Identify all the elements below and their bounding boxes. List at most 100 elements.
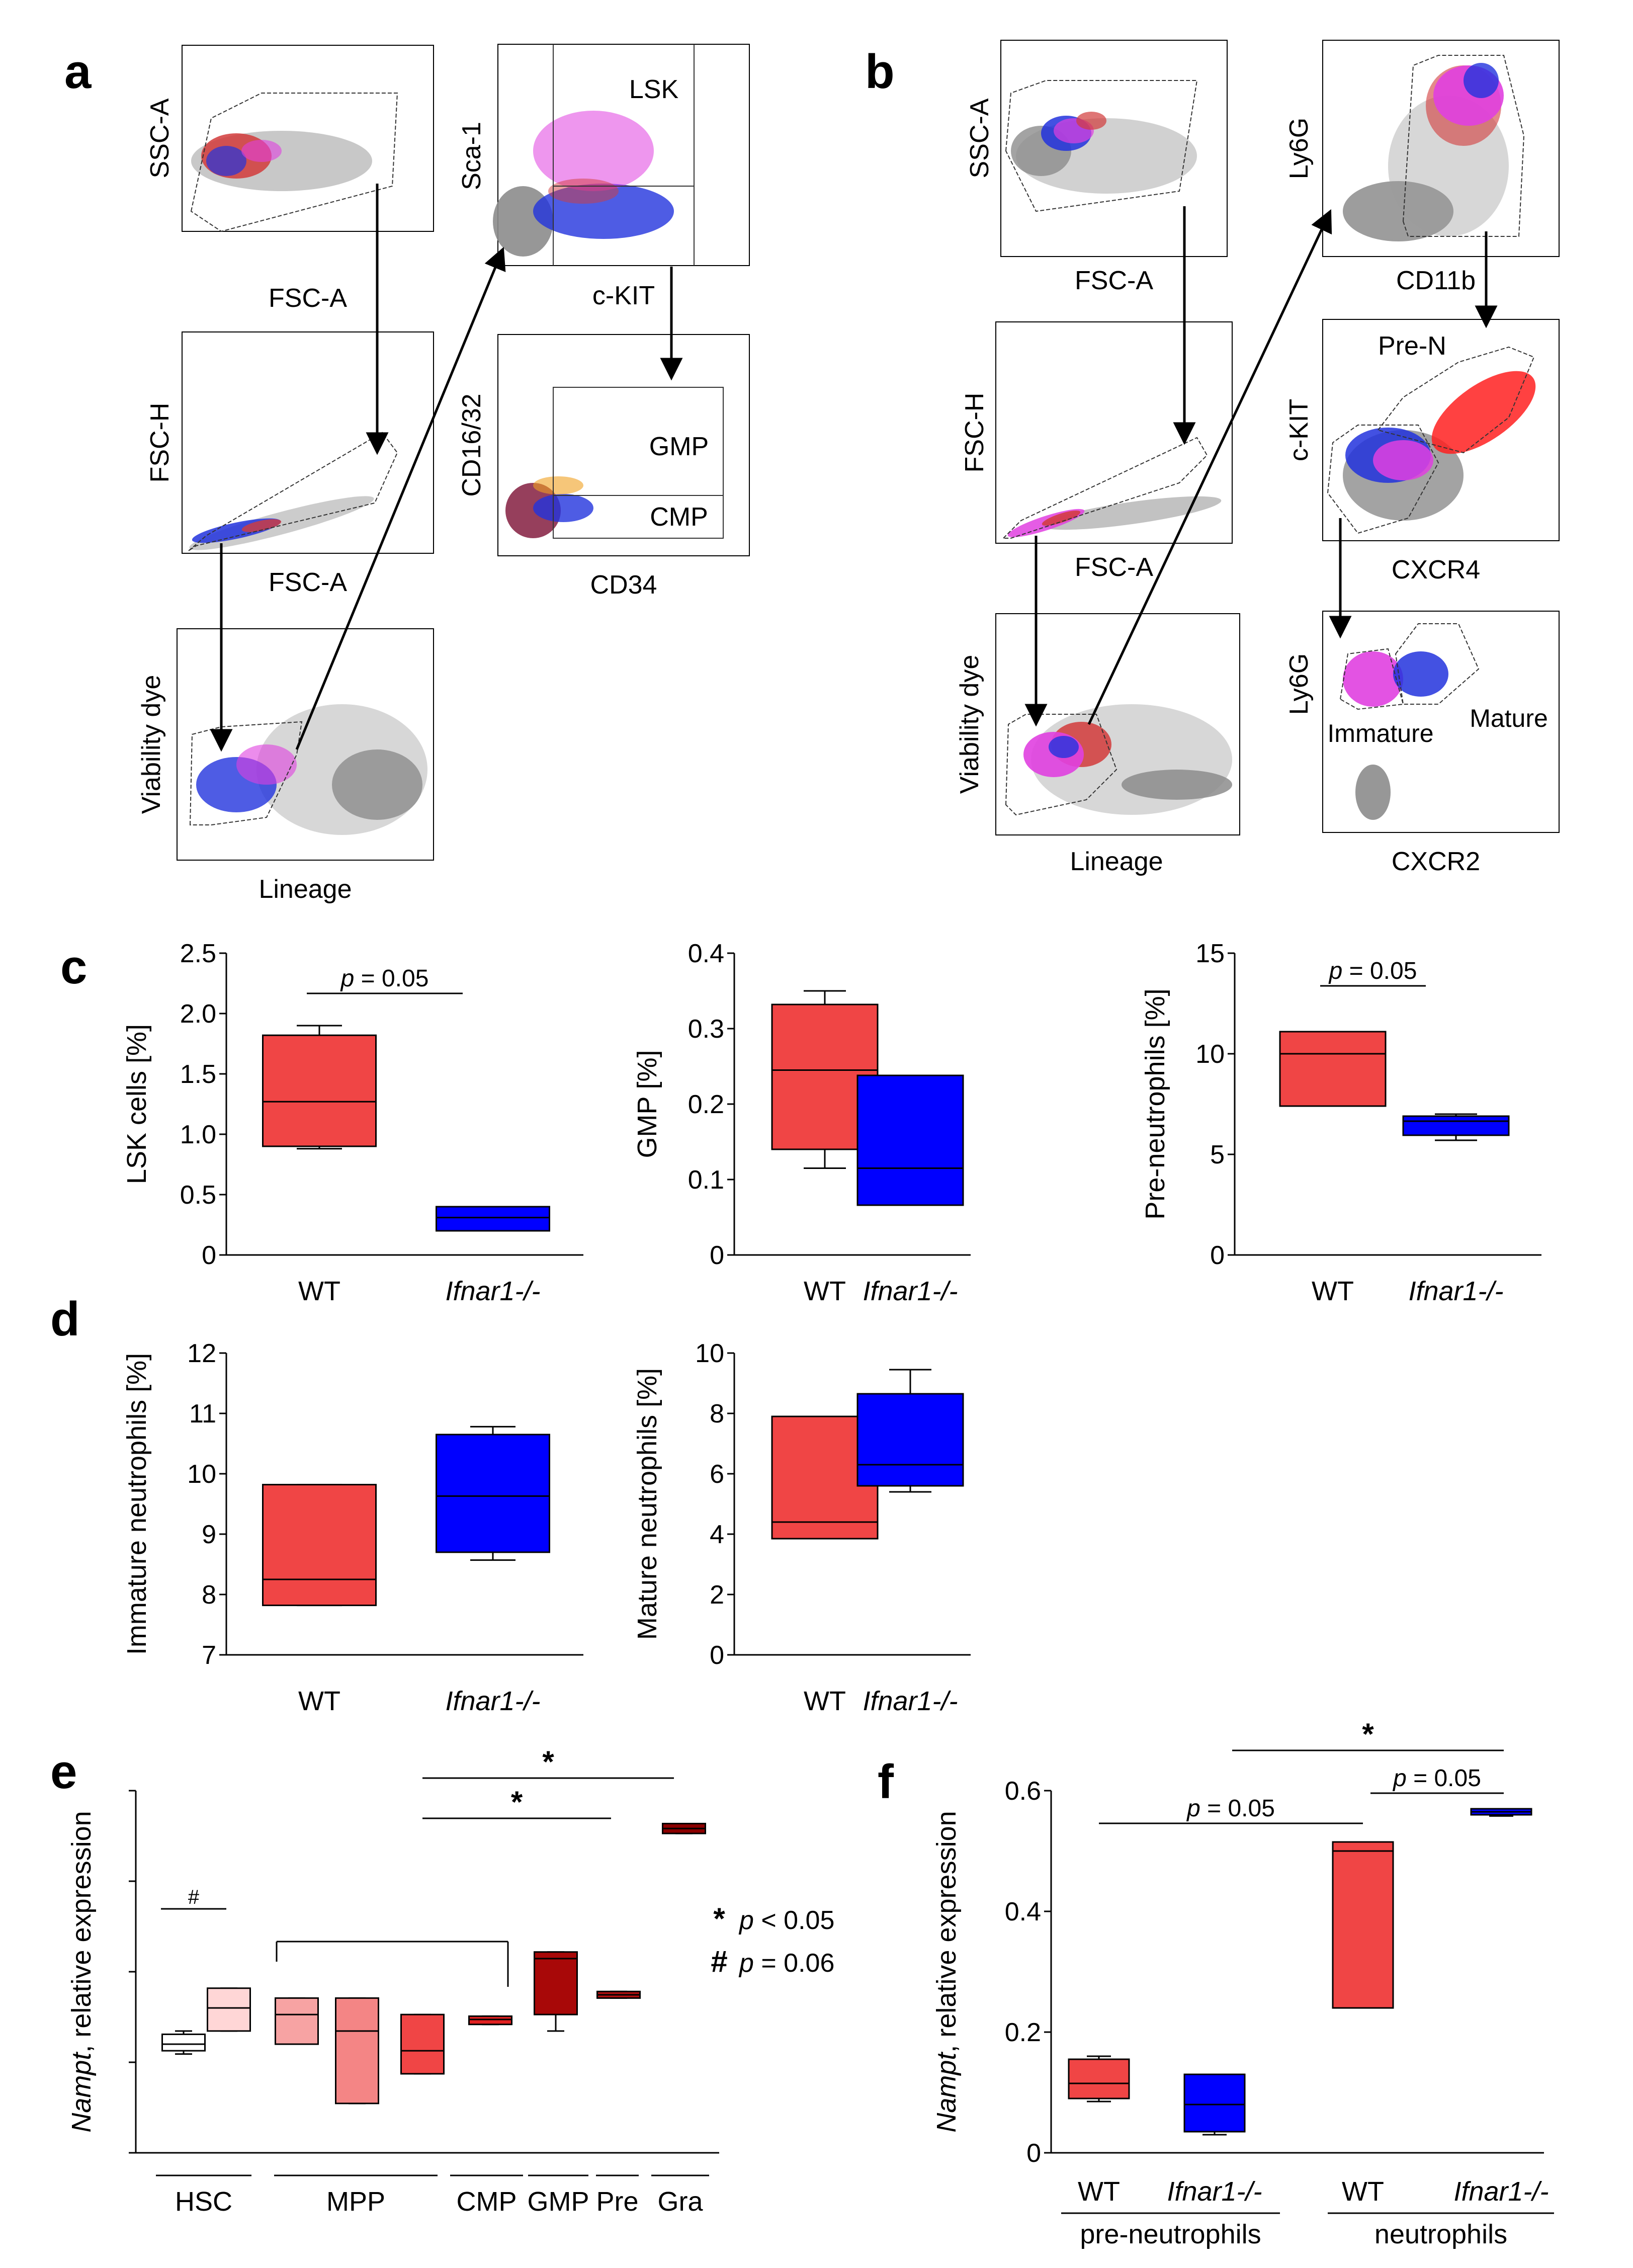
d1-box-1-box xyxy=(436,1434,550,1553)
c1-box-1-box xyxy=(436,1206,550,1232)
flow-b-plot4-ylabel: Ly6G xyxy=(1284,118,1314,179)
chart-c-lsk: 0 0.5 1.0 1.5 2.0 2.5 LSK cells [%] WT Ifnar1-/-… xyxy=(122,939,583,1306)
f-annotation-1-label-p: p xyxy=(1392,1765,1407,1792)
flow-a-plot4-frame xyxy=(497,44,750,266)
c3-y-tick-label: 5 xyxy=(1210,1140,1225,1169)
f-category-label: Ifnar1-/- xyxy=(1453,2176,1549,2207)
flow-b-plot6-xlabel: CXCR2 xyxy=(1392,847,1480,876)
e-y-axis-label: Nampt, relative expression xyxy=(66,1811,97,2132)
c1-y-tick-label: 2.5 xyxy=(180,939,216,968)
d2-y-tick-label: 2 xyxy=(710,1580,724,1610)
flow-a-plot1-events xyxy=(190,93,398,232)
f-category-label: WT xyxy=(1078,2176,1120,2207)
chart-c-preneutrophils: 0 5 10 15 Pre-neutrophils [%] WT Ifnar1-/- p = … xyxy=(1140,939,1541,1306)
c2-y-tick-label: 0 xyxy=(710,1241,724,1270)
c2-y-tick-label: 0.1 xyxy=(688,1165,724,1195)
f-y-axis-label-italic: Nampt xyxy=(931,2052,962,2133)
d1-category-label: WT xyxy=(298,1686,340,1716)
c2-y-tick-label: 0.2 xyxy=(688,1090,724,1119)
panel-letter-a: a xyxy=(64,45,92,99)
flow-a-plot2-ylabel: FSC-H xyxy=(145,403,175,483)
f-box-1-box xyxy=(1183,2073,1246,2133)
flow-b-plot6-gate-immature: Immature xyxy=(1327,719,1433,747)
e-box-2-box xyxy=(275,1997,319,2045)
e-box-0-box xyxy=(161,2033,206,2052)
flow-a-plot3-xlabel: Lineage xyxy=(259,875,352,904)
flow-b-plot4-events xyxy=(1343,55,1525,241)
flow-b-plot3-frame xyxy=(995,613,1240,835)
flow-b-plot6-frame xyxy=(1322,611,1560,833)
chart-d-immature: 7 8 9 10 11 12 Immature neutrophils [%] WT Ifnar… xyxy=(122,1339,583,1716)
flow-b-arrow-3 xyxy=(1087,209,1332,725)
f-annotation-0-label: p = 0.05 xyxy=(1186,1795,1275,1822)
flow-b-plot3-events xyxy=(1005,704,1232,816)
flow-a-plot4-xlabel: c-KIT xyxy=(592,281,655,310)
flow-a-plot1-frame xyxy=(182,45,434,232)
chart-c-gmp: 0 0.1 0.2 0.3 0.4 GMP [%] WT Ifnar1-/- xyxy=(632,939,971,1306)
flow-b-plot6-gate-mature: Mature xyxy=(1470,704,1548,732)
f-y-tick-label: 0.2 xyxy=(1005,2018,1041,2047)
f-group-label: pre-neutrophils xyxy=(1080,2219,1261,2249)
flow-a-plot2-events xyxy=(188,432,398,551)
flow-a-arrow-3 xyxy=(295,246,506,750)
chart-e-nampt: Nampt, relative expression HSC MPP CMP GMP Pr… xyxy=(66,1745,834,2217)
flow-b-plot3-xlabel: Lineage xyxy=(1070,847,1163,876)
d1-y-tick-label: 9 xyxy=(202,1520,216,1549)
flow-b-plot5-xlabel: CXCR4 xyxy=(1392,555,1480,584)
d1-y-tick-label: 7 xyxy=(202,1641,216,1670)
d1-category-label: Ifnar1-/- xyxy=(445,1686,540,1716)
d2-y-tick-label: 8 xyxy=(710,1399,724,1429)
c1-annotation-0-label: p = 0.05 xyxy=(340,965,429,992)
e-legend-text: p < 0.05 xyxy=(738,1906,834,1935)
c1-box-0-box xyxy=(262,1034,377,1147)
c1-y-tick-label: 1.0 xyxy=(180,1120,216,1149)
d1-y-tick-label: 10 xyxy=(187,1460,216,1489)
flow-b-plot1-ylabel: SSC-A xyxy=(965,98,994,178)
c3-y-tick-label: 10 xyxy=(1195,1040,1225,1069)
d2-category-label: Ifnar1-/- xyxy=(863,1686,958,1716)
c1-y-axis-label: LSK cells [%] xyxy=(122,1024,152,1184)
panel-letter-c: c xyxy=(60,940,87,994)
d1-y-tick-label: 8 xyxy=(202,1580,216,1610)
d2-box-1-box xyxy=(856,1393,964,1487)
flow-a-plot2-xlabel: FSC-A xyxy=(269,568,347,597)
panel-letter-b: b xyxy=(865,45,895,99)
flow-b-plot6-events: Immature Mature xyxy=(1327,623,1548,820)
c1-y-tick-label: 0 xyxy=(202,1241,216,1270)
flow-b-plot5-events: Pre-N xyxy=(1327,331,1536,534)
c1-y-tick-label: 1.5 xyxy=(180,1060,216,1089)
flow-b-plot2-events xyxy=(1002,437,1222,539)
flow-a-plot3-events xyxy=(189,704,427,835)
c3-category-label: WT xyxy=(1312,1276,1354,1306)
e-legend-symbol: # xyxy=(711,1945,727,1978)
e-box-1-box xyxy=(207,1987,251,2032)
e-annotation-0-label: # xyxy=(188,1886,200,1908)
e-group-label: MPP xyxy=(326,2187,385,2217)
c3-y-tick-label: 0 xyxy=(1210,1241,1225,1270)
e-group-label: GMP xyxy=(527,2187,589,2217)
d2-y-tick-label: 0 xyxy=(710,1641,724,1670)
e-box-6-box xyxy=(534,1951,578,2015)
f-box-2-box xyxy=(1332,1841,1394,2009)
d1-box-0-box xyxy=(262,1484,377,1607)
flow-b-plot5-ylabel: c-KIT xyxy=(1284,399,1314,461)
c3-box-1-box xyxy=(1402,1115,1510,1136)
c1-y-tick-label: 0.5 xyxy=(180,1181,216,1210)
e-box-4-box xyxy=(400,2013,445,2075)
e-group-label: Pre xyxy=(596,2187,638,2217)
flow-b-plot1-events xyxy=(1005,80,1198,212)
f-annotation-0-label-p: p xyxy=(1186,1795,1200,1822)
f-y-tick-label: 0 xyxy=(1026,2139,1041,2168)
e-legend-value: < 0.05 xyxy=(754,1906,834,1935)
c3-annotation-0-label-p: p xyxy=(1328,958,1343,984)
c1-y-tick-label: 2.0 xyxy=(180,999,216,1029)
c1-category-label: Ifnar1-/- xyxy=(445,1276,540,1306)
panel-letter-e: e xyxy=(50,1745,77,1799)
d2-y-tick-label: 4 xyxy=(710,1520,724,1549)
e-group-label: CMP xyxy=(457,2187,517,2217)
flow-a-plot4-ylabel: Sca-1 xyxy=(457,122,486,190)
flow-b-plot6-ylabel: Ly6G xyxy=(1284,653,1314,715)
f-y-axis-label: Nampt, relative expression xyxy=(931,1811,962,2132)
f-annotation-1-label-value: = 0.05 xyxy=(1407,1765,1481,1792)
e-legend-symbol: * xyxy=(713,1902,725,1936)
